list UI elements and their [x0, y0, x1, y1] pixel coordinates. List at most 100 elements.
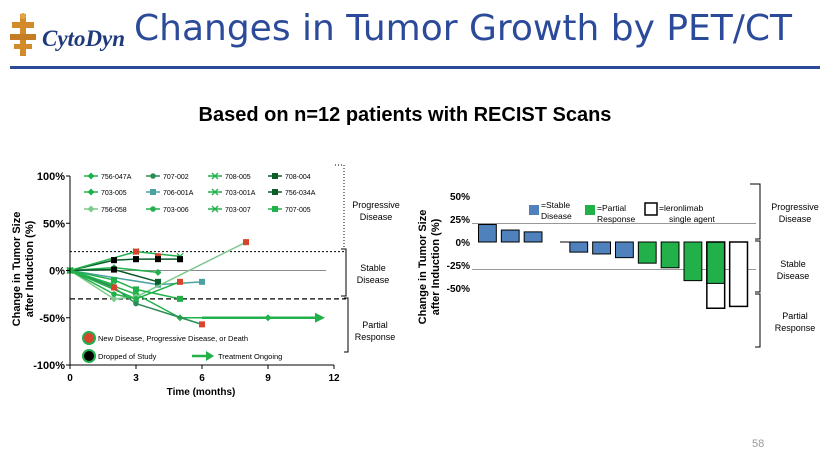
zone-label-partial: Partial	[362, 320, 388, 330]
series-line-703-001A	[69, 269, 115, 286]
bar	[660, 241, 680, 269]
new-disease-marker	[133, 248, 139, 255]
legend-single-swatch	[644, 202, 658, 216]
y-tick-label: 100%	[37, 171, 65, 183]
zone-label-progressive: Disease	[360, 212, 393, 222]
data-point	[154, 268, 162, 276]
legend-dropped-icon	[82, 349, 96, 363]
legend-label: 708-004	[285, 174, 311, 181]
legend-partial-label: =Partial	[597, 203, 626, 213]
zone-brace	[344, 297, 349, 353]
chart-subtitle: Based on n=12 patients with RECIST Scans	[198, 104, 612, 126]
bar-zone-label-partial: Response	[775, 323, 816, 333]
x-tick-label: 6	[199, 373, 205, 384]
line-chart-ylabel: Change in Tumor Size	[11, 212, 23, 327]
series-line-708-005	[69, 269, 137, 300]
data-point	[133, 286, 139, 293]
data-point	[133, 296, 139, 302]
page-title: Changes in Tumor Growth by PET/CT	[134, 8, 793, 49]
data-point	[133, 300, 139, 307]
legend-single-label-2: single agent	[669, 214, 715, 224]
zone-brace	[755, 293, 761, 348]
bar-zone-label-partial: Partial	[782, 311, 808, 321]
y-tick-label: -100%	[33, 360, 65, 372]
bar	[523, 231, 543, 243]
page-number: 58	[752, 438, 765, 450]
x-tick-label: 0	[67, 373, 73, 384]
legend-partial-label-2: Response	[597, 214, 636, 224]
legend-swatch-marker	[211, 188, 219, 196]
dropped-marker	[155, 256, 161, 263]
legend-swatch-marker	[272, 189, 278, 195]
legend-label: 708-005	[225, 174, 251, 181]
bar-y-tick-label: 0%	[456, 238, 471, 249]
zone-label-partial: Response	[355, 332, 396, 342]
y-tick-label: 0%	[49, 266, 65, 278]
legend-partial-swatch	[585, 205, 595, 215]
legend-swatch-marker	[211, 205, 219, 213]
legend-label: 707-005	[285, 207, 311, 214]
legend-label: 707-002	[163, 174, 189, 181]
legend-swatch-marker	[272, 173, 278, 179]
dropped-marker	[111, 257, 117, 264]
bar-y-tick-label: 50%	[450, 192, 470, 203]
single-agent-bar-outline	[706, 241, 726, 309]
bar	[478, 224, 497, 243]
series-line-756-058	[69, 241, 247, 300]
legend-swatch-marker	[87, 205, 95, 213]
y-tick-label: 50%	[43, 218, 65, 230]
zone-label-progressive: Progressive	[352, 200, 400, 210]
legend-stable-label: =Stable	[541, 200, 570, 210]
data-point	[111, 276, 117, 283]
bar-zone-label-stable: Stable	[780, 259, 806, 269]
legend-label: 756-047A	[101, 174, 132, 181]
new-disease-marker	[243, 239, 249, 246]
legend-swatch-marker	[150, 206, 156, 212]
series-line-707-002	[69, 269, 203, 326]
bar	[683, 241, 703, 282]
x-tick-label: 12	[328, 373, 340, 384]
bar-zone-label-stable: Disease	[777, 271, 810, 281]
legend-swatch-marker	[211, 172, 219, 180]
legend-swatch-marker	[150, 173, 156, 179]
line-chart-ylabel-2: after Induction (%)	[24, 220, 36, 317]
legend-single-label: =leronlimab	[659, 203, 703, 213]
legend-label: 703-001A	[225, 190, 256, 197]
legend-new-disease-icon	[82, 331, 96, 345]
legend-stable-label-2: Disease	[541, 211, 572, 221]
legend-new-disease-label: New Disease, Progressive Disease, or Dea…	[98, 334, 248, 343]
legend-swatch-marker	[150, 189, 156, 195]
zone-brace	[341, 248, 347, 297]
bar	[706, 241, 726, 284]
bar-zone-label-progressive: Disease	[779, 214, 812, 224]
dropped-marker	[111, 266, 117, 273]
legend-label: 703-005	[101, 190, 127, 197]
bar-y-tick-label: -50%	[447, 284, 470, 295]
bar-chart-zones: Progressive Disease Stable Disease Partial Re…	[750, 183, 819, 348]
zone-label-stable: Disease	[357, 275, 390, 285]
bar	[615, 241, 634, 259]
bar-y-tick-label: -25%	[447, 261, 470, 272]
zone-label-stable: Stable	[360, 263, 386, 273]
series-line-707-005	[69, 269, 181, 300]
line-chart: 100% 50% 0% -50% -100%0 3 6 9 12 756-047A 707-002…	[11, 171, 346, 398]
new-disease-marker	[111, 284, 117, 291]
logo-emblem-icon	[10, 13, 36, 56]
legend-swatch-marker	[272, 206, 278, 212]
legend-label: 756-034A	[285, 190, 316, 197]
bar	[592, 241, 611, 255]
cytodyn-logo: CytoDyn	[8, 12, 125, 58]
new-disease-marker	[177, 278, 183, 285]
line-chart-xlabel: Time (months)	[167, 387, 236, 398]
bar	[728, 241, 749, 308]
legend-label: 703-006	[163, 207, 189, 214]
legend-stable-swatch	[529, 205, 539, 215]
bar-chart-ylabel-2: after Induction (%)	[430, 218, 442, 315]
series-line-703-006	[69, 269, 181, 300]
bar-chart-ylabel: Change in Tumor Size	[417, 210, 429, 325]
bar	[500, 229, 520, 243]
legend-label: 756-058	[101, 207, 127, 214]
legend-swatch-marker	[87, 188, 95, 196]
x-tick-label: 3	[133, 373, 139, 384]
